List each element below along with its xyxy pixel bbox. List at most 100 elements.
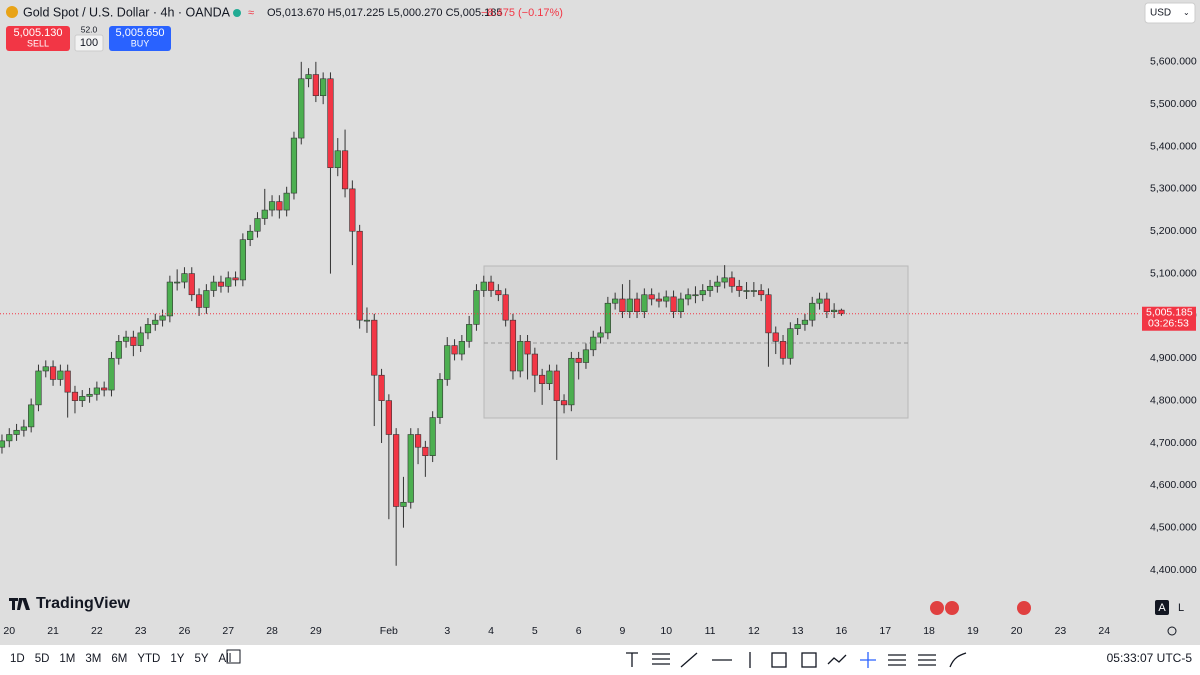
candle-body — [436, 379, 444, 418]
crosshair-tool[interactable] — [860, 652, 876, 668]
range-button[interactable]: 6M — [111, 653, 127, 665]
candle-body — [444, 345, 451, 380]
range-button[interactable]: 5D — [35, 653, 50, 665]
symbol-title[interactable]: Gold Spot / U.S. Dollar · 4h · OANDA — [23, 5, 231, 19]
candle-body — [174, 281, 181, 284]
candle-body — [487, 281, 495, 291]
drawing-tools — [626, 652, 967, 668]
candle-body — [268, 201, 276, 211]
range-box — [483, 265, 909, 419]
candle-body — [480, 281, 487, 291]
candle-body — [429, 417, 436, 456]
candle-body — [28, 404, 35, 428]
candle-body — [283, 192, 290, 211]
candle-body — [225, 277, 232, 287]
currency-select[interactable] — [1144, 2, 1196, 24]
candle-body — [546, 370, 553, 384]
candle-body — [247, 230, 254, 240]
candle-body — [210, 281, 217, 291]
range-button[interactable]: YTD — [137, 653, 160, 665]
log-scale[interactable]: L — [1178, 602, 1184, 614]
path-tool[interactable] — [827, 654, 847, 665]
candle-body — [619, 298, 626, 312]
candle-body — [706, 285, 714, 291]
auto-scale-button[interactable] — [1155, 600, 1169, 615]
candle-body — [801, 319, 809, 325]
candle-body — [451, 345, 458, 355]
range-buttons: 1D 5D 1M 3M 6M YTD 1Y 5Y All — [10, 653, 231, 665]
candle-body — [239, 239, 246, 281]
quantity-box[interactable] — [74, 34, 104, 52]
symbol-icon — [6, 6, 18, 18]
x-tick-label: 19 — [967, 625, 979, 637]
candle-body — [422, 446, 429, 456]
last-price-badge — [1142, 306, 1196, 331]
candle-body — [166, 281, 173, 317]
candle-body — [217, 281, 225, 287]
candle-body — [385, 400, 392, 435]
candle-body — [144, 324, 152, 334]
candle-body — [35, 370, 42, 406]
candle-body — [159, 315, 166, 321]
candle-body — [582, 349, 590, 363]
trend-tool[interactable] — [680, 652, 698, 668]
buy-label: BUY — [131, 38, 150, 48]
brush-tool[interactable] — [949, 652, 967, 668]
date-range-icon[interactable] — [226, 649, 241, 664]
candle-body — [363, 319, 371, 322]
y-tick-label: 4,600.000 — [1150, 479, 1197, 491]
candle-body — [787, 328, 794, 359]
candle-body — [101, 387, 108, 391]
candle-body — [612, 298, 619, 304]
x-tick-label: 20 — [1011, 625, 1023, 637]
candle-body — [692, 294, 699, 297]
candle-body — [334, 150, 341, 169]
price-tool[interactable] — [801, 652, 817, 668]
x-tick-label: 21 — [47, 625, 59, 637]
x-tick-label: 3 — [444, 625, 450, 637]
y-tick-label: 5,100.000 — [1150, 267, 1197, 279]
candle-body — [152, 319, 159, 325]
brand: TradingView — [36, 595, 131, 612]
event-flag[interactable] — [930, 601, 944, 615]
settings-icon[interactable] — [1167, 626, 1177, 636]
y-tick-label: 4,900.000 — [1150, 352, 1197, 364]
x-tick-label: 5 — [532, 625, 538, 637]
range-button[interactable]: 5Y — [194, 653, 208, 665]
candle-body — [290, 137, 298, 194]
candle-body — [604, 302, 611, 334]
dropdown-caret: ⌄ — [1183, 8, 1190, 17]
candle-body — [349, 188, 356, 232]
text-tool[interactable] — [626, 652, 638, 667]
candle-body — [108, 357, 115, 391]
candle-body — [466, 324, 473, 342]
candle-body — [779, 341, 787, 359]
sell-button[interactable] — [6, 26, 70, 51]
range-button[interactable]: 3M — [85, 653, 101, 665]
event-flag[interactable] — [945, 601, 959, 615]
range-button[interactable]: 1D — [10, 653, 25, 665]
candle-body — [641, 294, 648, 312]
range-button[interactable]: 1M — [59, 653, 75, 665]
range-button[interactable]: 1Y — [170, 653, 184, 665]
candle-body — [539, 374, 546, 384]
candle-body — [772, 332, 779, 342]
candle-body — [524, 341, 531, 355]
measure-tool[interactable] — [888, 654, 906, 666]
buy-button[interactable] — [109, 26, 171, 51]
x-tick-label: 27 — [222, 625, 234, 637]
candle-body — [195, 294, 203, 308]
candle-body — [79, 396, 86, 401]
last-price: 5,005.185 — [1146, 307, 1193, 319]
candle-body — [320, 78, 327, 97]
candle-body — [458, 341, 465, 355]
pattern-tool[interactable] — [918, 654, 936, 666]
rect-tool[interactable] — [771, 652, 787, 668]
range-button[interactable]: All — [219, 653, 232, 665]
candle-body — [115, 341, 122, 359]
y-tick-label: 5,400.000 — [1150, 140, 1197, 152]
x-tick-label: 23 — [135, 625, 147, 637]
fib-tool[interactable] — [652, 653, 670, 665]
event-flag[interactable] — [1017, 601, 1031, 615]
candle-body — [597, 332, 604, 338]
